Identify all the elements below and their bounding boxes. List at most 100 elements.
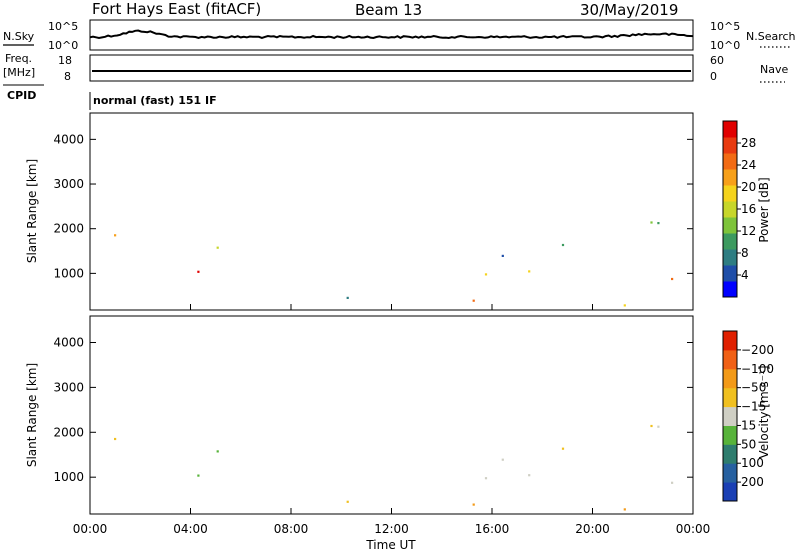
- colorbar-segment: [723, 387, 737, 408]
- freq-unit: [MHz]: [3, 66, 35, 79]
- colorbar-tick-label: 50: [741, 437, 756, 451]
- noise-right-tick-top: 10^5: [710, 20, 740, 33]
- colorbar-tick-label: 12: [741, 224, 756, 238]
- y-tick-label: 3000: [53, 380, 84, 394]
- colorbar-frame: [722, 330, 738, 502]
- velocity-heatmap: [114, 424, 674, 511]
- colorbar-segment: [723, 169, 737, 186]
- heatmap-cell: [501, 458, 504, 461]
- heatmap-cell: [528, 270, 531, 273]
- colorbar-tick-label: 200: [741, 475, 764, 489]
- heatmap-cell: [346, 296, 349, 299]
- freq-tick-bottom: 8: [64, 70, 71, 83]
- x-ticks: 00:00 04:00 08:00 12:00 16:00 20:00 00:00: [73, 304, 710, 536]
- y-tick-label: 2000: [53, 425, 84, 439]
- heatmap-cell: [114, 437, 117, 441]
- heatmap-cell: [197, 270, 200, 273]
- noise-left-tick-top: 10^5: [48, 20, 78, 33]
- colorbar-segment: [723, 217, 737, 234]
- heatmap-cell: [528, 474, 531, 477]
- heatmap-cell: [114, 234, 117, 237]
- heatmap-cell: [484, 273, 488, 276]
- velocity-y-axis-label: Slant Range [km]: [25, 363, 39, 467]
- noise-right-tick-bottom: 10^0: [710, 39, 740, 52]
- y-tick-label: 2000: [53, 222, 84, 236]
- noise-trace: [89, 29, 694, 40]
- power-y-axis-label: Slant Range [km]: [25, 159, 39, 263]
- y-tick-label: 3000: [53, 177, 84, 191]
- colorbar-segment: [723, 406, 737, 426]
- colorbar-tick-label: 24: [741, 158, 756, 172]
- x-tick-label: 20:00: [575, 522, 610, 536]
- heatmap-cell: [650, 424, 653, 428]
- heatmap-cell: [623, 508, 626, 511]
- x-axis-label: Time UT: [365, 538, 416, 552]
- colorbar-segment: [723, 185, 737, 202]
- colorbar-tick-label: 4: [741, 268, 749, 282]
- heatmap-cell: [472, 299, 475, 302]
- heatmap-cell: [561, 243, 565, 247]
- colorbar-segment: [723, 233, 737, 250]
- colorbar-tick-label: 8: [741, 246, 749, 260]
- heatmap-cell: [671, 481, 674, 484]
- colorbar-segment: [723, 249, 737, 266]
- velocity-y-ticks: 1000 2000 3000 4000: [53, 335, 693, 484]
- heatmap-cell: [501, 254, 504, 257]
- x-tick-label: 04:00: [173, 522, 208, 536]
- colorbar-segment: [723, 153, 737, 170]
- heatmap-cell: [650, 221, 653, 224]
- colorbar-segment: [723, 444, 737, 464]
- cpid-value: normal (fast) 151 IF: [93, 94, 217, 107]
- heatmap-cell: [197, 474, 200, 477]
- colorbar-segment: [723, 281, 737, 298]
- nave-label: Nave: [760, 63, 788, 76]
- colorbar-tick-label: −100: [741, 362, 774, 376]
- heatmap-cell: [216, 450, 219, 453]
- freq-panel: [89, 54, 694, 82]
- heatmap-cell: [561, 447, 565, 450]
- heatmap-cell: [484, 477, 488, 480]
- power-colorbar-label: Power [dB]: [757, 177, 771, 242]
- colorbar-tick-label: −15: [741, 400, 766, 414]
- colorbar-tick-label: −50: [741, 381, 766, 395]
- colorbar-tick-label: 20: [741, 180, 756, 194]
- station-title: Fort Hays East (fitACF): [92, 0, 261, 18]
- power-heatmap: [114, 221, 674, 307]
- x-tick-label: 08:00: [274, 522, 309, 536]
- power-colorbar: 4 8 12 16 20 24 28: [722, 120, 756, 298]
- colorbar-segment: [723, 482, 737, 502]
- colorbar-segment: [723, 265, 737, 282]
- x-tick-label: 00:00: [73, 522, 108, 536]
- colorbar-segment: [723, 201, 737, 218]
- colorbar-tick-label: 16: [741, 202, 756, 216]
- power-y-ticks: 1000 2000 3000 4000: [53, 132, 693, 280]
- colorbar-segment: [723, 425, 737, 445]
- heatmap-cell: [657, 222, 660, 225]
- y-tick-label: 4000: [53, 335, 84, 349]
- heatmap-cell: [623, 304, 626, 307]
- noise-panel: [89, 19, 694, 51]
- nsearch-label: N.Search: [746, 30, 796, 43]
- x-tick-label: 16:00: [475, 522, 510, 536]
- colorbar-segment: [723, 463, 737, 483]
- y-tick-label: 1000: [53, 266, 84, 280]
- colorbar-tick-label: 15: [741, 418, 756, 432]
- heatmap-cell: [671, 277, 674, 281]
- freq-label: Freq.: [5, 52, 32, 65]
- y-tick-label: 4000: [53, 132, 84, 146]
- colorbar-segment: [723, 121, 737, 138]
- heatmap-cell: [346, 500, 349, 503]
- velocity-colorbar-label: Velocity [m s⁻¹]: [757, 365, 771, 458]
- nave-tick-bottom: 0: [710, 70, 717, 83]
- heatmap-cell: [472, 503, 475, 506]
- power-panel: 1000 2000 3000 4000 Slant Range [km]: [25, 112, 694, 311]
- colorbar-segment: [723, 137, 737, 154]
- noise-left-tick-bottom: 10^0: [48, 39, 78, 52]
- colorbar-tick-label: 100: [741, 456, 764, 470]
- y-tick-label: 1000: [53, 470, 84, 484]
- cpid-label: CPID: [7, 89, 36, 102]
- velocity-colorbar: 200 100 50 15 −15 −50 −100 −200: [722, 330, 774, 502]
- nsky-label: N.Sky: [3, 30, 35, 43]
- freq-tick-top: 18: [58, 54, 72, 67]
